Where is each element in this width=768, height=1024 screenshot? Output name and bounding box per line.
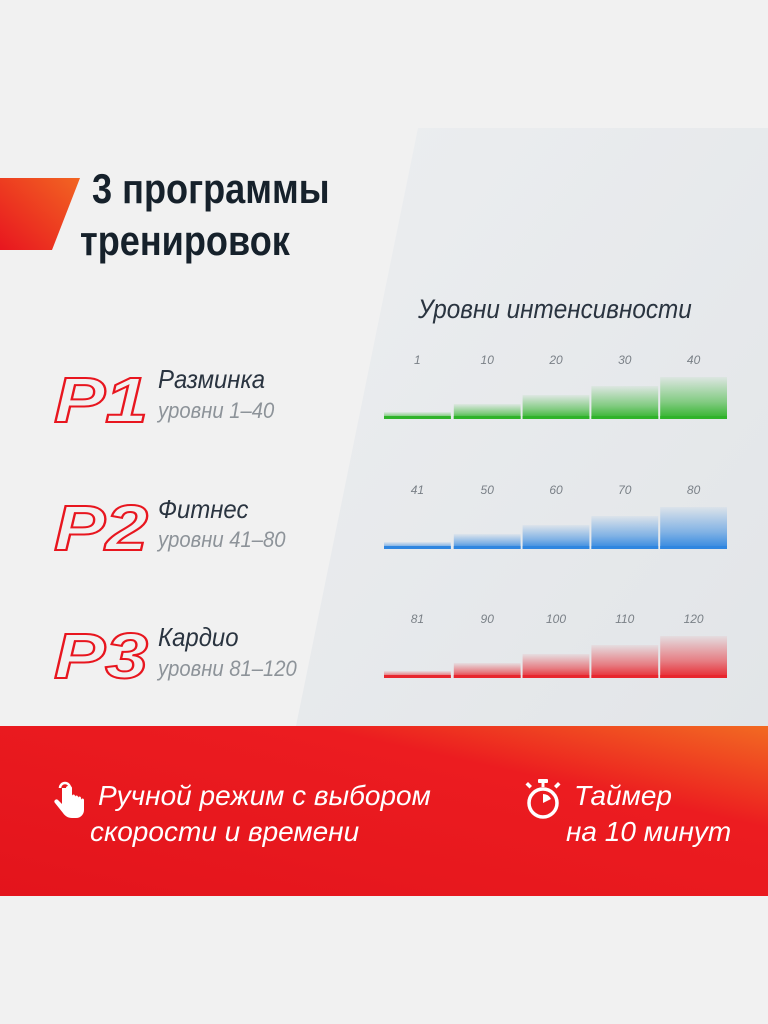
- stopwatch-icon: [525, 779, 561, 819]
- program-code-text: P1: [54, 366, 148, 430]
- intensity-bar: [660, 377, 727, 419]
- timer-line-1: Таймер: [574, 780, 672, 811]
- intensity-bar: [384, 542, 451, 549]
- manual-mode-line-1: Ручной режим с выбором: [98, 780, 431, 811]
- intensity-bar-base: [660, 546, 727, 549]
- intensity-level-label: 40: [687, 353, 701, 367]
- program-name-warmup: Разминка: [158, 364, 266, 394]
- program-code-text: P2: [54, 494, 148, 558]
- intensity-bar: [453, 403, 521, 419]
- intensity-level-label: 20: [548, 353, 563, 367]
- intensity-bar: [591, 644, 659, 678]
- intensity-level-label: 80: [687, 483, 701, 497]
- intensity-bar-base: [453, 675, 521, 678]
- intensity-level-label: 41: [411, 483, 424, 497]
- intensity-bar-base: [384, 416, 451, 419]
- program-code-p3: P3: [53, 622, 149, 686]
- program-levels-fitness: уровни 41–80: [158, 527, 286, 552]
- intensity-bar-base: [522, 675, 590, 678]
- intensity-bar-base: [453, 416, 521, 419]
- intensity-bar-base: [522, 546, 590, 549]
- intensity-bar-base: [384, 675, 451, 678]
- intensity-bar: [660, 507, 727, 549]
- intensity-level-label: 90: [481, 612, 495, 626]
- intensity-bar-base: [384, 546, 451, 549]
- intensity-bar: [660, 636, 727, 678]
- intensity-bar: [453, 533, 521, 549]
- intensity-chart-fitness: 41 50 60 70 80: [384, 483, 727, 549]
- manual-mode-line-2: скорости и времени: [90, 816, 360, 847]
- intensity-level-label: 1: [414, 353, 421, 367]
- manual-mode-feature: Ручной режим с выбором скорости и времен…: [90, 778, 431, 850]
- program-code-p2: P2: [53, 494, 149, 558]
- program-levels-warmup: уровни 1–40: [158, 398, 275, 423]
- intensity-bar-base: [660, 416, 727, 419]
- intensity-level-label: 30: [618, 353, 632, 367]
- intensity-bar-base: [453, 546, 521, 549]
- program-name-cardio: Кардио: [158, 622, 239, 652]
- intensity-level-label: 120: [684, 612, 704, 626]
- intensity-levels-heading: Уровни интенсивности: [418, 294, 692, 324]
- touch-hand-icon: [54, 781, 84, 818]
- intensity-bar: [591, 515, 659, 549]
- program-name-fitness: Фитнес: [158, 494, 249, 524]
- intensity-level-label: 60: [549, 483, 563, 497]
- intensity-level-label: 81: [411, 612, 424, 626]
- intensity-bar: [384, 671, 451, 678]
- title-accent-shape: [0, 178, 80, 250]
- intensity-bar-base: [522, 416, 590, 419]
- intensity-bar-base: [591, 675, 659, 678]
- intensity-bar-base: [660, 675, 727, 678]
- intensity-level-label: 110: [615, 612, 634, 626]
- intensity-chart-cardio: 81 90 100 110 120: [384, 612, 727, 678]
- title-line-2: тренировок: [80, 217, 290, 264]
- intensity-bar-base: [591, 416, 659, 419]
- intensity-bar: [453, 662, 521, 678]
- intensity-bar: [384, 412, 451, 419]
- program-code-p1: P1: [53, 366, 149, 430]
- intensity-level-label: 50: [481, 483, 495, 497]
- intensity-level-label: 70: [618, 483, 632, 497]
- page-title: 3 программы тренировок: [80, 165, 368, 262]
- intensity-level-label: 10: [481, 353, 495, 367]
- features-band: [0, 726, 768, 896]
- program-code-text: P3: [54, 622, 148, 686]
- intensity-bar: [522, 653, 590, 678]
- timer-feature: Таймер на 10 минут: [566, 778, 731, 850]
- intensity-chart-warmup: 1 10 20 30 40: [384, 353, 727, 419]
- title-line-1: 3 программы: [92, 165, 330, 212]
- intensity-bar-base: [591, 546, 659, 549]
- intensity-bar: [591, 385, 659, 419]
- intensity-level-label: 100: [546, 612, 566, 626]
- intensity-bar: [522, 394, 590, 419]
- program-levels-cardio: уровни 81–120: [158, 656, 297, 681]
- intensity-bar: [522, 524, 590, 549]
- timer-line-2: на 10 минут: [566, 816, 732, 847]
